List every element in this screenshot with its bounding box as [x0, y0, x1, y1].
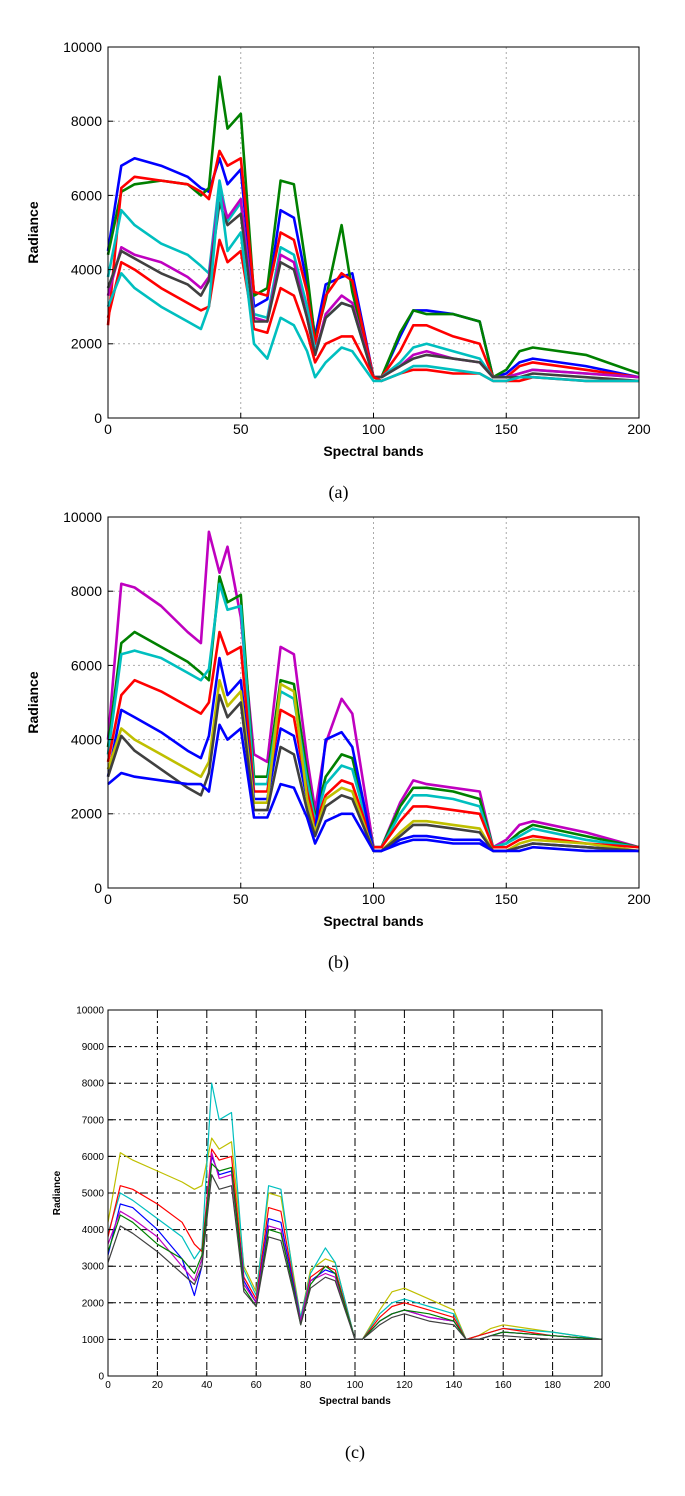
y-tick-label: 4000 [82, 1225, 105, 1236]
x-tick-label: 160 [495, 1380, 512, 1391]
x-tick-label: 150 [495, 421, 519, 437]
y-tick-label: 0 [94, 410, 102, 426]
x-tick-label: 140 [445, 1380, 462, 1391]
series-line-7 [107, 1174, 602, 1341]
x-tick-label: 0 [104, 891, 112, 907]
y-tick-label: 0 [98, 1372, 104, 1383]
x-tick-label: 20 [152, 1380, 164, 1391]
y-tick-label: 6000 [71, 657, 102, 673]
x-tick-label: 200 [594, 1380, 611, 1391]
figure-caption: (c) [345, 1442, 365, 1463]
y-tick-label: 10000 [76, 1006, 104, 1017]
y-tick-label: 4000 [71, 262, 102, 278]
figure-caption: (a) [329, 482, 349, 503]
y-tick-label: 6000 [82, 1152, 105, 1163]
x-tick-label: 60 [251, 1380, 263, 1391]
y-tick-label: 9000 [82, 1042, 105, 1053]
x-tick-label: 40 [201, 1380, 213, 1391]
series-line-3 [106, 149, 640, 379]
y-tick-label: 8000 [71, 583, 102, 599]
y-tick-label: 8000 [82, 1079, 105, 1090]
y-axis-label: Radiance [25, 201, 41, 263]
y-tick-label: 5000 [82, 1189, 105, 1200]
x-axis-label: Spectral bands [323, 913, 424, 929]
x-tick-label: 100 [362, 421, 386, 437]
series-line-8 [107, 723, 639, 853]
x-tick-label: 80 [300, 1380, 312, 1391]
y-tick-label: 2000 [71, 806, 102, 822]
y-tick-label: 6000 [71, 187, 102, 203]
series-line-4 [106, 630, 640, 849]
y-tick-label: 1000 [82, 1335, 105, 1346]
series-line-8 [106, 186, 639, 383]
x-tick-label: 120 [396, 1380, 413, 1391]
y-tick-label: 10000 [63, 509, 102, 525]
x-tick-label: 180 [544, 1380, 561, 1391]
chart-a: 0 50 100 150 2000200040006000800010000Spectr… [25, 39, 651, 503]
y-tick-label: 8000 [71, 113, 102, 129]
y-tick-label: 7000 [82, 1115, 105, 1126]
chart-b: 0 50 100 150 2000200040006000800010000Spectr… [25, 509, 651, 973]
x-tick-label: 150 [495, 891, 519, 907]
chart-c: 0 20 40 60 80 100 120 140 160 180 2000100020003000… [52, 1006, 611, 1464]
x-tick-label: 50 [233, 421, 249, 437]
y-tick-label: 0 [94, 880, 102, 896]
x-tick-label: 0 [105, 1380, 111, 1391]
y-tick-label: 3000 [82, 1262, 105, 1273]
y-axis-label: Radiance [52, 1170, 63, 1215]
y-tick-label: 2000 [82, 1298, 105, 1309]
x-tick-label: 50 [233, 891, 249, 907]
y-tick-label: 10000 [63, 39, 102, 55]
grid [108, 1010, 602, 1376]
y-tick-label: 2000 [71, 336, 102, 352]
x-tick-label: 0 [104, 421, 112, 437]
y-tick-label: 4000 [71, 732, 102, 748]
x-tick-label: 200 [627, 421, 651, 437]
series-line-6 [106, 201, 640, 383]
y-axis-label: Radiance [25, 671, 41, 733]
x-axis-label: Spectral bands [319, 1396, 391, 1407]
figure-caption: (b) [328, 952, 349, 973]
series-line-7 [106, 693, 640, 853]
x-tick-label: 100 [362, 891, 386, 907]
x-axis-label: Spectral bands [323, 443, 424, 459]
x-tick-label: 100 [347, 1380, 364, 1391]
x-tick-label: 200 [627, 891, 651, 907]
